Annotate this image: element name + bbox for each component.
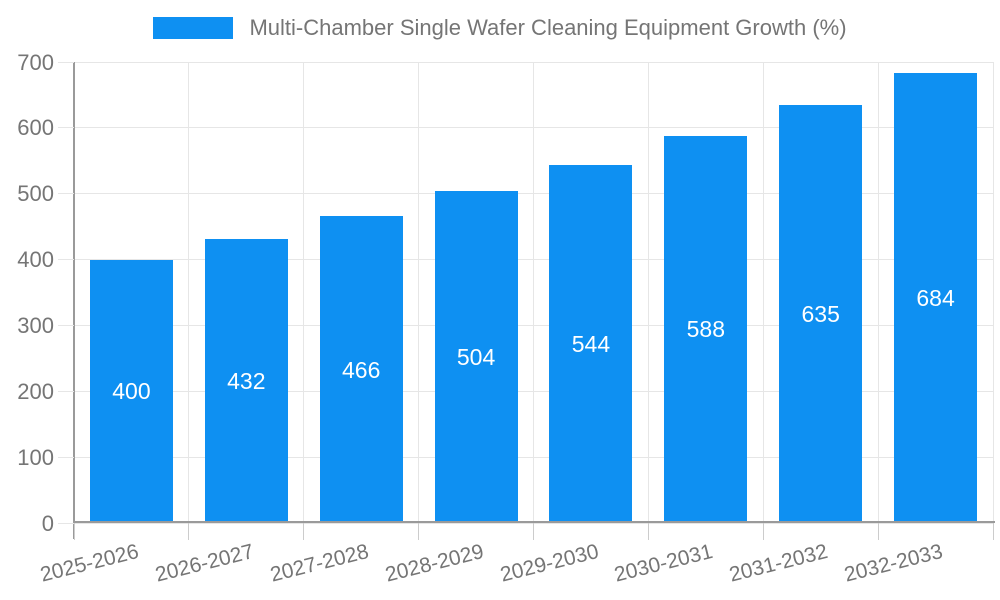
bar[interactable]: 432 <box>204 238 288 523</box>
y-tick <box>58 127 74 129</box>
legend-label: Multi-Chamber Single Wafer Cleaning Equi… <box>249 15 847 40</box>
x-tick-label: 2027-2028 <box>267 540 371 587</box>
y-tick <box>58 456 74 458</box>
x-tick-label: 2031-2032 <box>727 540 831 587</box>
y-tick <box>58 61 74 63</box>
bar-value-label: 684 <box>916 284 955 311</box>
y-tick-label: 400 <box>17 247 54 273</box>
x-tick-label: 2026-2027 <box>152 540 256 587</box>
y-tick <box>58 193 74 195</box>
v-gridline <box>992 62 994 523</box>
bar-value-label: 544 <box>571 330 611 357</box>
y-tick-label: 300 <box>17 312 54 338</box>
bar-value-label: 504 <box>456 344 496 371</box>
y-tick-label: 100 <box>17 444 54 470</box>
plot-area: 400 432 466 504 544 588 635 684 <box>73 61 994 524</box>
x-tick <box>418 523 420 540</box>
x-tick <box>303 523 305 540</box>
x-tick <box>877 523 879 540</box>
bar-value-label: 432 <box>227 367 266 394</box>
y-tick-label: 600 <box>17 115 54 141</box>
y-tick <box>58 259 74 261</box>
x-tick <box>188 523 190 540</box>
x-tick <box>647 523 649 540</box>
y-tick <box>58 324 74 326</box>
v-gridline <box>533 62 534 523</box>
bar[interactable]: 635 <box>779 104 863 523</box>
y-tick <box>58 522 74 524</box>
y-tick-label: 700 <box>17 49 54 75</box>
bar[interactable]: 544 <box>549 164 633 523</box>
bar[interactable]: 684 <box>894 72 978 523</box>
bar[interactable]: 400 <box>89 259 173 523</box>
bar[interactable]: 466 <box>319 216 403 523</box>
v-gridline <box>303 62 305 523</box>
x-tick <box>992 523 994 540</box>
x-tick <box>533 523 534 540</box>
v-gridline <box>418 62 420 523</box>
x-tick-label: 2032-2033 <box>842 540 946 587</box>
x-tick-label: 2029-2030 <box>497 540 601 587</box>
bar[interactable]: 504 <box>434 191 518 523</box>
x-axis-line <box>74 521 995 523</box>
x-tick-label: 2028-2029 <box>382 540 486 587</box>
bar-value-label: 588 <box>686 316 725 343</box>
y-tick <box>58 390 74 392</box>
bar[interactable]: 588 <box>664 135 748 523</box>
bar-value-label: 400 <box>112 378 151 405</box>
bar-value-label: 635 <box>801 300 840 327</box>
v-gridline <box>877 62 879 523</box>
y-axis-line <box>73 62 75 539</box>
x-tick <box>762 523 764 540</box>
x-tick <box>73 523 75 540</box>
v-gridline <box>762 62 764 523</box>
x-tick-label: 2030-2031 <box>612 540 716 587</box>
legend[interactable]: Multi-Chamber Single Wafer Cleaning Equi… <box>0 15 1000 41</box>
bar-value-label: 466 <box>342 356 381 383</box>
v-gridline <box>188 62 190 523</box>
legend-swatch-icon <box>153 17 234 39</box>
y-tick-label: 500 <box>17 181 54 207</box>
v-gridline <box>647 62 649 523</box>
y-tick-label: 0 <box>41 510 54 536</box>
x-tick-label: 2025-2026 <box>37 540 142 587</box>
y-tick-label: 200 <box>17 378 54 404</box>
